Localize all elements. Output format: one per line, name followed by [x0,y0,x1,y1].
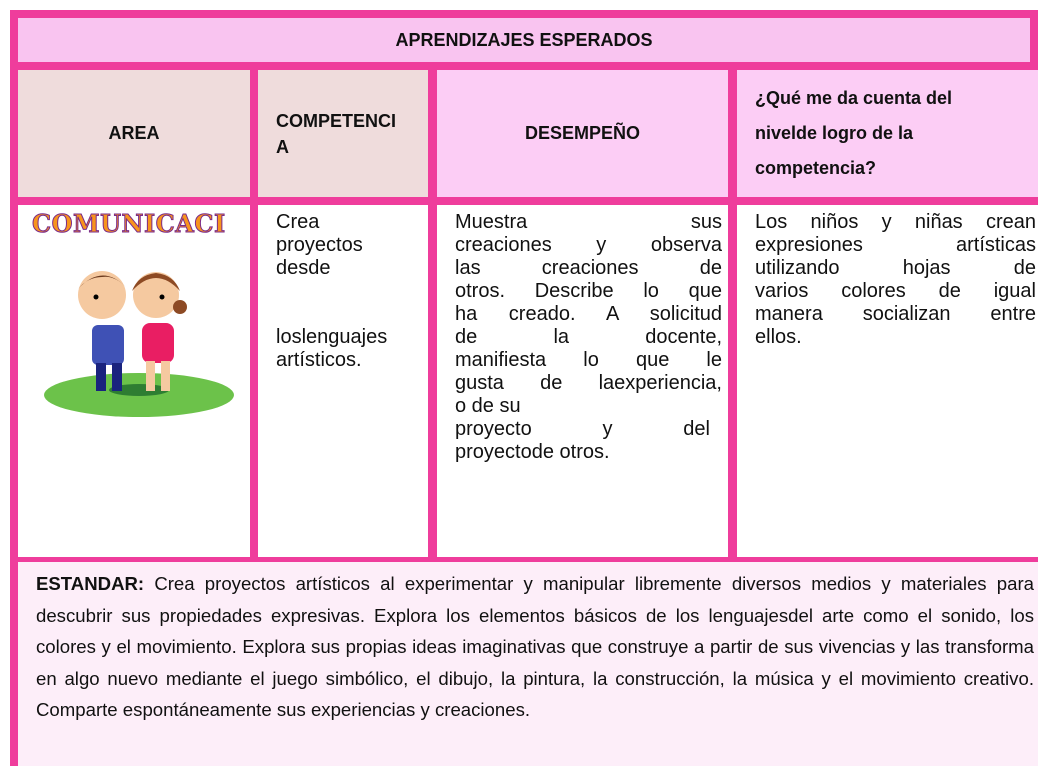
title: APRENDIZAJES ESPERADOS [395,29,653,50]
text-line: nivelde logro de la [755,123,914,143]
text-line: manifiesta lo que le [455,349,722,371]
text-line: proyectode otros. [455,441,610,463]
logro-cell: Los niños y niñas crean expresiones artís… [737,205,1038,557]
estandar-cell: ESTANDAR: Crea proyectos artísticos al e… [18,562,1038,766]
header-desempeno: DESEMPEÑO [524,123,641,143]
header-area: AREA [108,123,160,143]
text-line: de la docente, [455,326,722,348]
text-line: utilizando hojas de [755,257,1036,279]
text-line: Los niños y niñas crean [755,211,1036,233]
kids-illustration [44,271,234,417]
estandar-text: Crea proyectos artísticos al experimenta… [36,573,1034,720]
area-text: COMUNICACI [32,209,226,238]
header-cell: ¿Qué me da cuenta del nivelde logro de la… [737,70,1038,197]
text-line: o de su [455,395,521,417]
left-border [10,562,18,766]
header-cell: COMPETENCI A [258,70,428,197]
text-line: ellos. [755,326,802,348]
text-line: A [276,136,289,157]
logro-text: Los niños y niñas crean expresiones artís… [755,211,1036,349]
text-line: Muestra sus [455,211,722,233]
text-line: COMPETENCI [276,110,397,131]
competencia-cell: Crea proyectos desde loslenguajes artísticos… [258,205,428,557]
text-line: manera socializan entre [755,303,1036,325]
text-line: Crea [276,211,320,233]
header-logro: ¿Qué me da cuenta del nivelde logro de la… [755,81,952,186]
text-line: otros. Describe lo que [455,280,722,302]
text-line: ¿Qué me da cuenta del [755,88,953,108]
text-line: expresiones artísticas [755,234,1036,256]
text-block: Crea proyectos desde [276,211,422,280]
text-line: artísticos. [276,349,362,371]
estandar-label: ESTANDAR: [36,573,145,594]
desempeno-text: Muestra sus creaciones y observa las creac… [455,211,722,464]
text-line: competencia? [755,158,877,178]
title-cell: APRENDIZAJES ESPERADOS [18,18,1030,62]
text-line: varios colores de igual [755,280,1036,302]
text-line: creaciones y observa [455,234,722,256]
header-cell: DESEMPEÑO [437,70,728,197]
header-competencia: COMPETENCI A [276,108,396,160]
text-line: loslenguajes [276,326,388,348]
header-cell: AREA [18,70,250,197]
text-line: proyecto y del [455,418,710,440]
text-line: proyectos [276,234,363,256]
desempeno-cell: Muestra sus creaciones y observa las creac… [437,205,728,557]
text-block: loslenguajes artísticos. [276,326,422,372]
text-line: las creaciones de [455,257,722,279]
area-cell: COMUNICACI [18,205,250,557]
text-line: desde [276,257,331,279]
competencia-text: Crea proyectos desde loslenguajes artísticos… [276,211,422,372]
text-line: gusta de laexperiencia, [455,372,722,394]
text-line: ha creado. A solicitud [455,303,722,325]
